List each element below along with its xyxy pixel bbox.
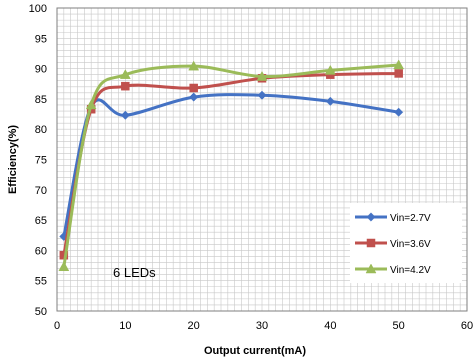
x-tick-label: 0 <box>54 320 60 332</box>
y-axis-ticks: 50 55 60 65 70 75 80 85 90 95 100 <box>29 3 47 318</box>
data-point <box>189 83 198 93</box>
data-point <box>256 70 268 81</box>
data-point <box>119 69 131 79</box>
y-tick-label: 90 <box>35 64 47 76</box>
x-tick-label: 40 <box>324 320 336 332</box>
x-tick-label: 20 <box>188 320 200 332</box>
series-group <box>58 59 405 272</box>
data-point <box>394 107 404 117</box>
y-tick-label: 60 <box>35 245 47 257</box>
legend-marker <box>366 238 376 248</box>
y-tick-label: 95 <box>35 33 47 45</box>
legend-marker <box>365 263 377 274</box>
data-point <box>85 99 97 110</box>
y-tick-label: 85 <box>35 94 47 106</box>
x-tick-label: 30 <box>256 320 268 332</box>
y-tick-label: 55 <box>35 276 47 288</box>
x-tick-label: 60 <box>461 320 473 332</box>
y-tick-label: 70 <box>35 185 47 197</box>
x-tick-label: 10 <box>119 320 131 332</box>
data-point <box>189 92 199 102</box>
data-point <box>257 90 267 100</box>
data-point <box>120 110 130 120</box>
x-axis-ticks: 0 10 20 30 40 50 60 <box>54 320 473 332</box>
legend-marker <box>366 212 376 222</box>
data-point <box>121 81 130 91</box>
y-tick-label: 80 <box>35 124 47 136</box>
plot-frame <box>56 7 468 312</box>
data-point <box>394 69 403 78</box>
data-point <box>393 59 405 70</box>
y-tick-label: 75 <box>35 155 47 167</box>
series-vin-4-2v <box>58 59 405 272</box>
x-axis-title: Output current(mA) <box>204 345 306 357</box>
legend-label: Vin=4.2V <box>390 265 431 276</box>
data-point <box>325 96 335 106</box>
data-point <box>58 261 70 272</box>
y-tick-label: 65 <box>35 215 47 227</box>
legend: Vin=2.7V Vin=3.6V Vin=4.2V <box>350 203 462 283</box>
legend-label: Vin=2.7V <box>390 213 431 224</box>
legend-label: Vin=3.6V <box>390 239 431 250</box>
annotation-label: 6 LEDs <box>113 265 156 280</box>
y-tick-label: 50 <box>35 306 47 318</box>
x-tick-label: 50 <box>393 320 405 332</box>
data-point <box>324 64 336 75</box>
y-tick-label: 100 <box>29 3 47 15</box>
y-axis-title: Efficiency(%) <box>7 125 19 194</box>
grid <box>57 8 467 311</box>
data-point <box>188 60 200 71</box>
